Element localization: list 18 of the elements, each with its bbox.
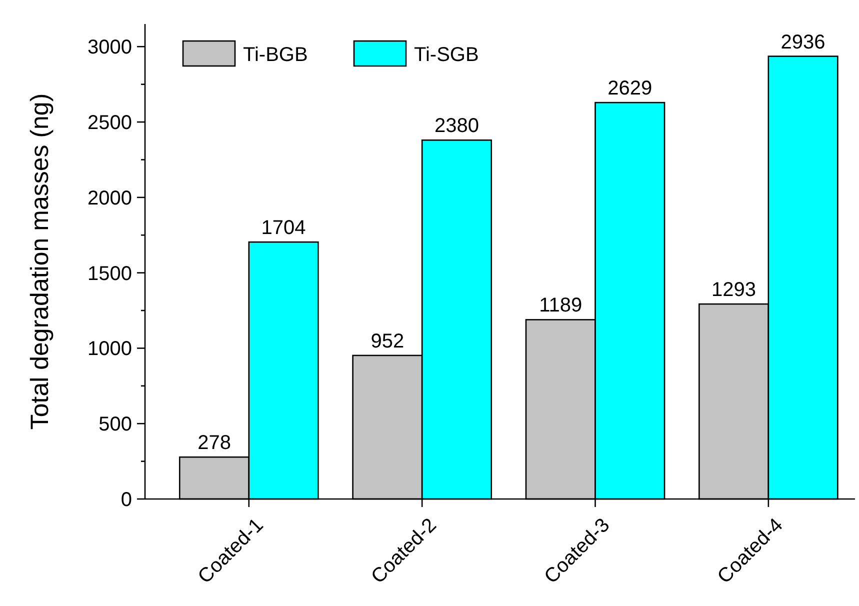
legend-label: Ti-BGB (243, 44, 308, 66)
y-tick-label: 2000 (88, 187, 132, 210)
data-label: 1293 (712, 279, 756, 302)
y-tick-label: 1000 (88, 338, 132, 360)
data-label: 2380 (434, 115, 479, 138)
y-tick-label: 500 (98, 414, 132, 436)
data-label: 952 (370, 330, 404, 352)
data-label: 1704 (261, 217, 306, 240)
data-label: 2629 (608, 78, 652, 100)
y-tick-label: 3000 (88, 36, 132, 59)
y-tick-label: 0 (120, 489, 132, 511)
data-label: 2936 (780, 31, 826, 54)
y-tick-label: 1500 (88, 262, 132, 285)
y-tick-label: 2500 (88, 112, 132, 134)
y-axis-title: Total degradation masses (ng) (26, 93, 54, 430)
data-label: 278 (198, 432, 231, 454)
data-label: 1189 (539, 294, 582, 317)
legend-label: Ti-SGB (414, 44, 479, 66)
